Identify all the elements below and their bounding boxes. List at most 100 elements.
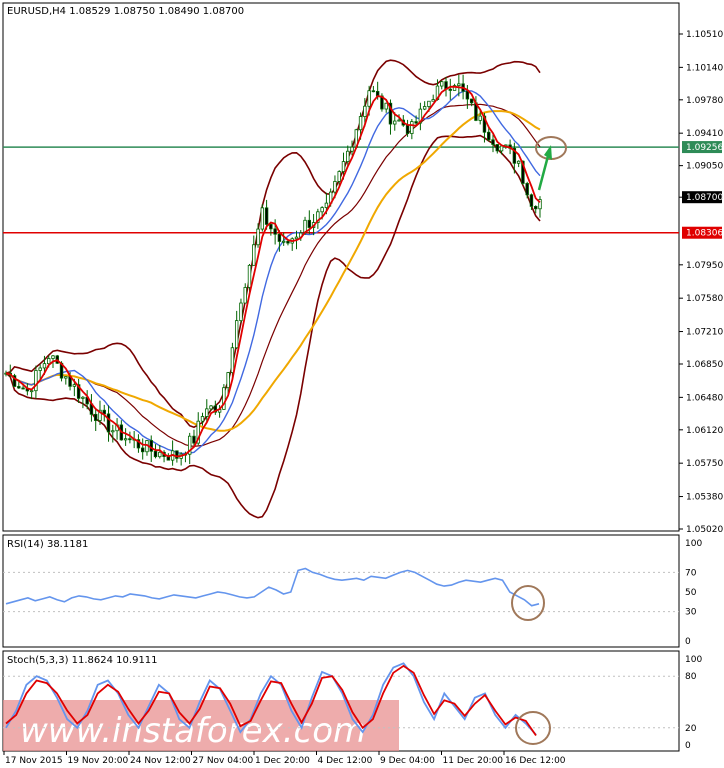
price-label-text: 1.08306 (686, 229, 723, 239)
candle-body (516, 160, 521, 164)
candle-body (38, 367, 42, 371)
moving-average-medium (5, 90, 541, 455)
candle-body (371, 90, 376, 93)
candle-body (534, 206, 538, 210)
candle-body (47, 358, 51, 365)
candle-body (230, 347, 235, 374)
candle-body (136, 439, 141, 449)
rsi-axis-tick-label: 100 (685, 539, 702, 549)
price-label-box (682, 226, 722, 239)
candle-body (42, 363, 47, 369)
rsi-axis-tick-label: 50 (685, 588, 697, 598)
candle-body (17, 386, 21, 389)
price-title: EURUSD,H4 1.08529 1.08750 1.08490 1.0870… (7, 6, 244, 17)
candle-body (158, 451, 162, 458)
price-axis-tick-label: 1.09780 (686, 96, 723, 106)
highlight-circle-stoch (515, 711, 551, 745)
candle-body (521, 160, 525, 184)
candle-body (12, 375, 17, 387)
candle-body (286, 240, 290, 244)
time-axis-tick-label: 11 Dec 20:00 (443, 756, 504, 766)
candle-body (247, 264, 252, 288)
candle-body (123, 438, 128, 441)
stoch-axis-tick-label: 0 (685, 741, 691, 751)
candle-body (98, 409, 102, 421)
candle-body (252, 244, 256, 266)
candle-body (529, 194, 534, 207)
rsi-title: RSI(14) 38.1181 (7, 539, 88, 550)
time-axis-tick-label: 24 Nov 12:00 (130, 756, 191, 766)
rsi-axis-tick-label: 0 (685, 637, 691, 647)
rsi-line (5, 567, 540, 607)
time-axis-tick-label: 9 Dec 04:00 (380, 756, 435, 766)
price-panel-frame (2, 2, 680, 532)
stoch-panel: www.instaforex.com Stoch(5,3,3) 11.8624 … (2, 650, 680, 752)
candle-body (277, 233, 282, 242)
price-label-box (682, 191, 722, 204)
candle-body (234, 320, 239, 349)
candle-body (341, 161, 346, 172)
candle-body (512, 147, 517, 164)
candle-body (478, 115, 482, 121)
candle-body (393, 120, 397, 125)
candle-body (81, 396, 85, 399)
candle-body (320, 207, 324, 213)
rsi-axis-tick-label: 70 (685, 568, 697, 578)
time-axis-tick-label: 16 Dec 12:00 (505, 756, 566, 766)
candle-body (525, 183, 529, 196)
candle-body (64, 376, 68, 379)
price-axis-tick-label: 1.07580 (686, 294, 723, 304)
moving-average-fast (5, 85, 541, 458)
highlight-circle-rsi (511, 585, 545, 621)
candle-body (333, 181, 337, 193)
forecast-arrow-shaft (537, 155, 550, 191)
candle-body (427, 100, 431, 107)
moving-average-slow (5, 110, 541, 432)
candle-body (187, 435, 192, 455)
candle-body (106, 413, 111, 433)
candle-body (281, 240, 286, 243)
candle-body (51, 355, 55, 359)
candle-body (431, 99, 435, 102)
price-axis-tick-label: 1.09410 (686, 129, 723, 139)
candle-body (196, 420, 200, 444)
candle-body (269, 223, 273, 230)
candle-body (256, 228, 260, 246)
bollinger-upper-band (5, 59, 541, 429)
candle-body (367, 90, 371, 107)
candle-body (94, 413, 98, 421)
candle-body (149, 440, 153, 452)
candle-body (363, 105, 367, 117)
candle-body (418, 108, 423, 124)
candle-body (469, 98, 474, 104)
stoch-axis-tick-label: 20 (685, 724, 697, 734)
candle-body (324, 202, 329, 209)
price-axis-tick-label: 1.06480 (686, 393, 723, 403)
candle-body (226, 372, 230, 389)
candle-body (21, 387, 25, 390)
candle-body (465, 90, 470, 100)
time-axis-tick-label: 19 Nov 20:00 (68, 756, 129, 766)
candle-body (384, 102, 388, 110)
stoch-main-line (5, 662, 537, 736)
candle-body (487, 131, 491, 141)
candle-body (222, 387, 226, 410)
candle-body (239, 302, 243, 322)
candle-body (294, 236, 299, 240)
candle-body (452, 85, 457, 91)
rsi-panel-frame (2, 534, 680, 648)
price-axis-tick-label: 1.06120 (686, 426, 723, 436)
candle-body (76, 384, 81, 399)
candle-body (209, 405, 213, 410)
stoch-title: Stoch(5,3,3) 11.8624 10.9111 (7, 655, 158, 666)
price-axis-tick-label: 1.09050 (686, 162, 723, 172)
candle-body (410, 121, 414, 134)
time-axis-tick-label: 1 Dec 20:00 (255, 756, 310, 766)
candle-body (34, 370, 38, 392)
candle-body (457, 83, 461, 86)
price-axis-tick-label: 1.07950 (686, 261, 723, 271)
candle-body (414, 121, 418, 124)
candle-body (260, 207, 265, 230)
candle-body (264, 207, 269, 225)
candle-body (422, 106, 427, 110)
